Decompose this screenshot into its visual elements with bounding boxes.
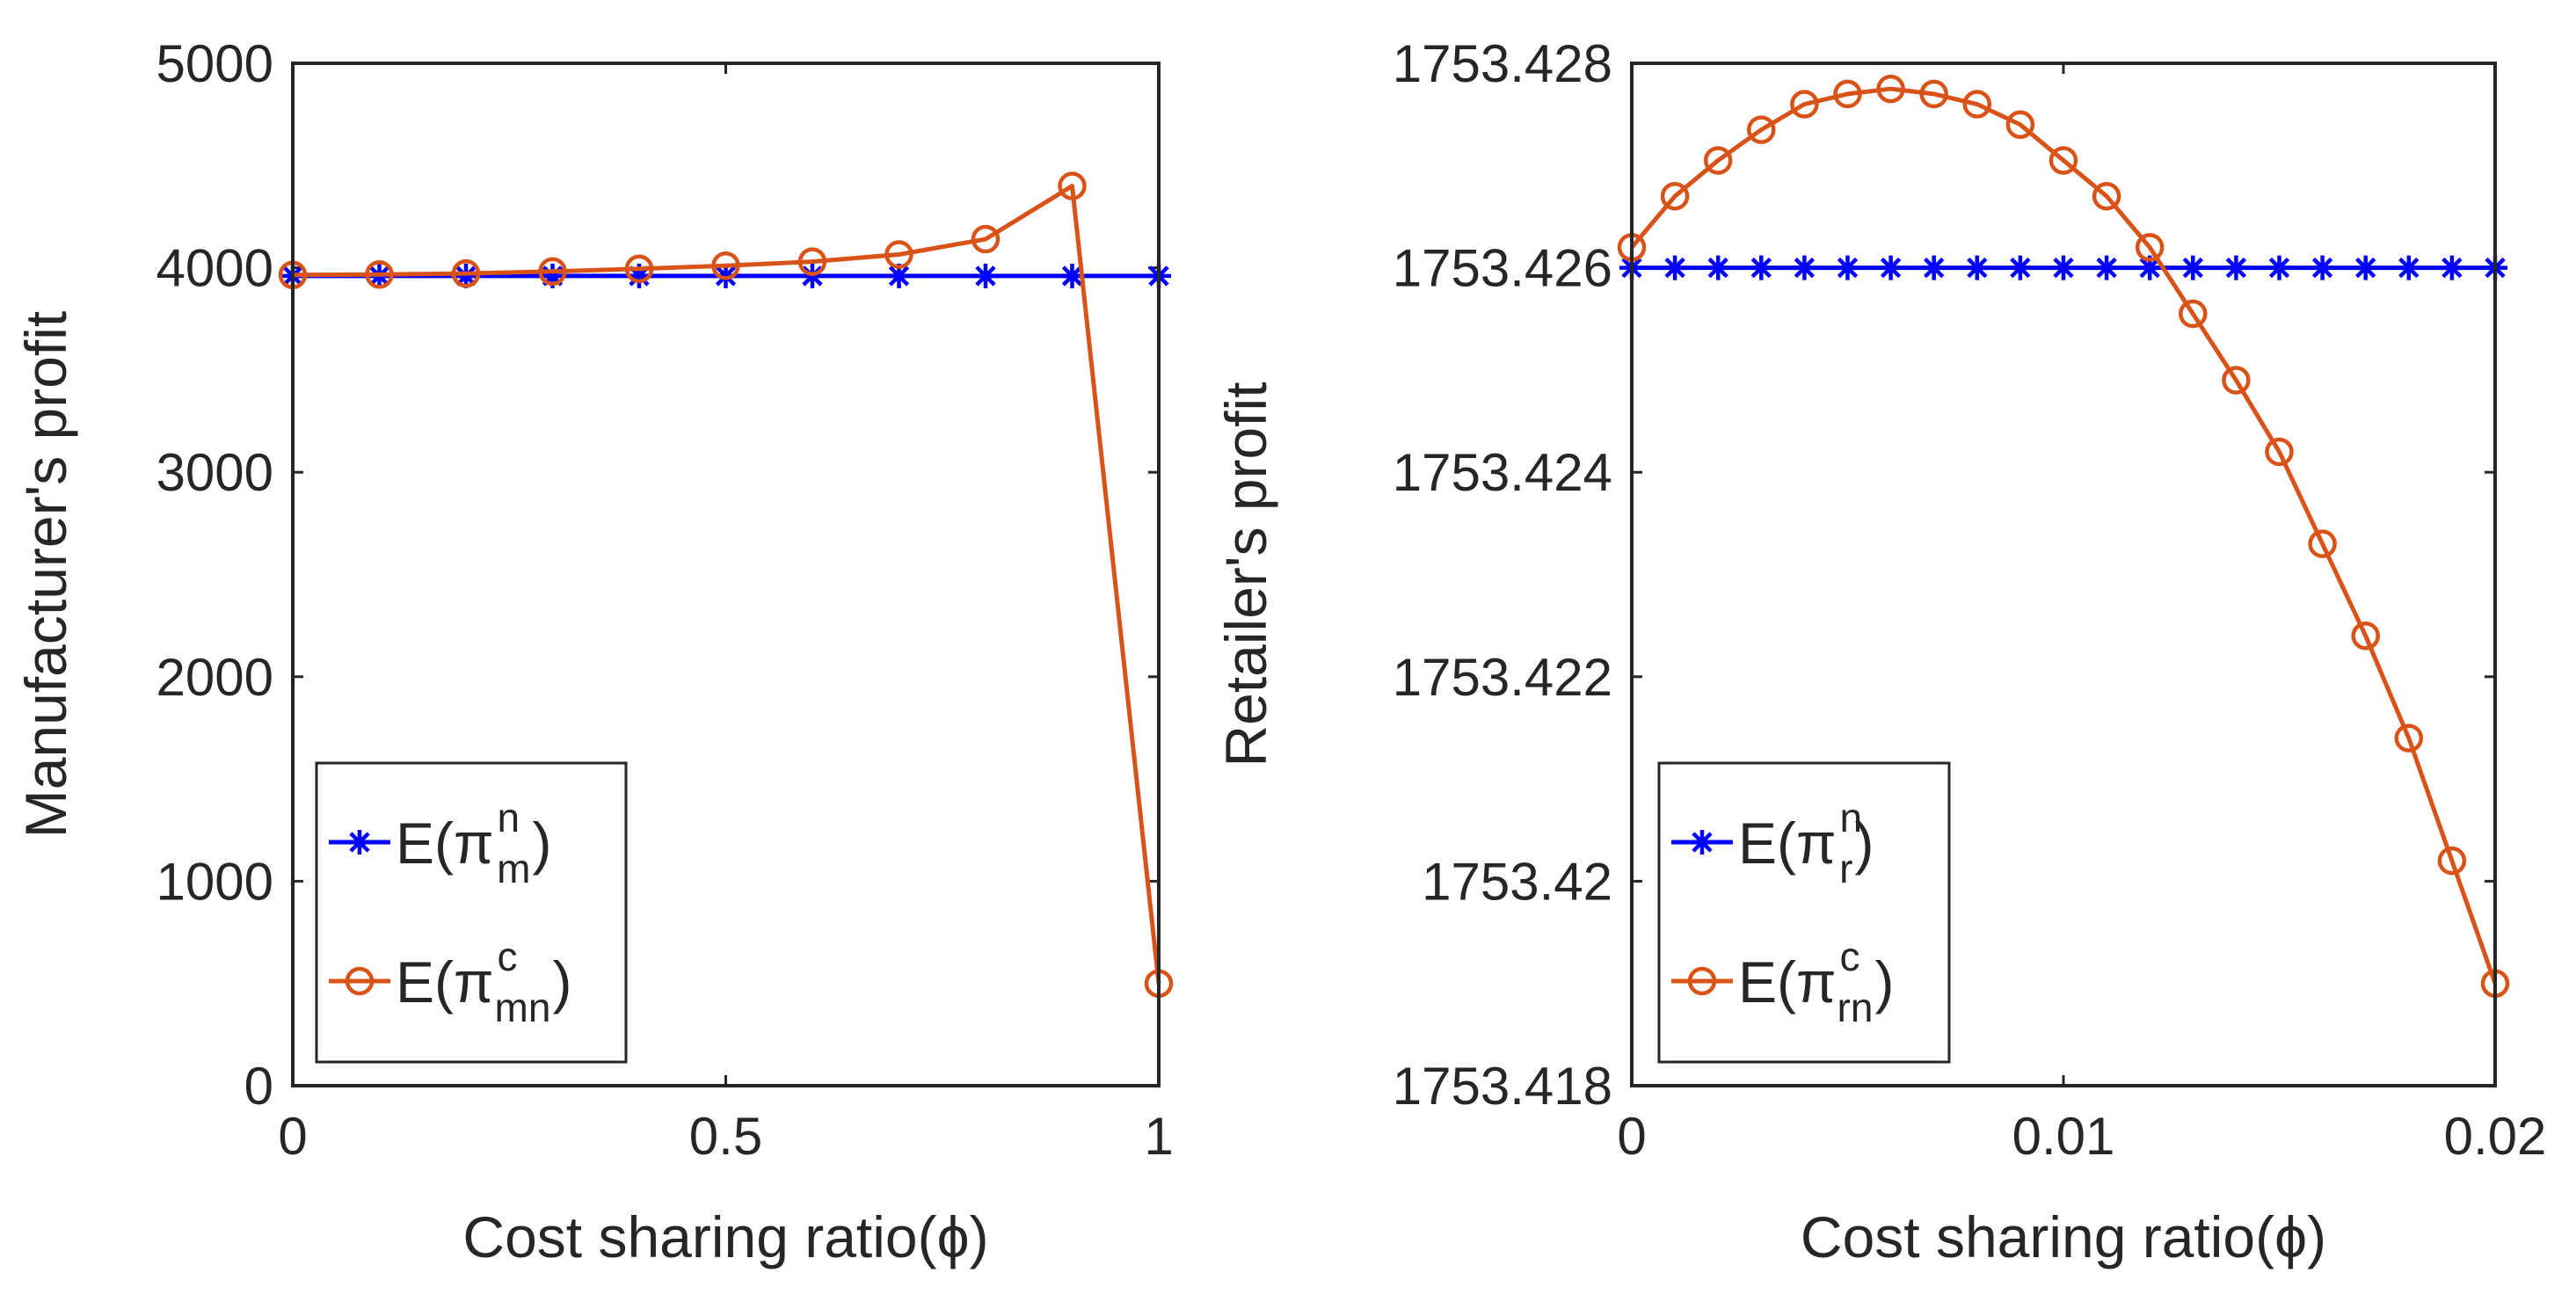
data-point bbox=[1749, 255, 1774, 280]
data-point bbox=[971, 224, 1001, 254]
data-point bbox=[1835, 255, 1860, 280]
data-point bbox=[454, 263, 478, 288]
legend-label: E(πc rn) bbox=[1738, 934, 1894, 1030]
legend-label: E(πn m) bbox=[396, 795, 551, 891]
x-tick-label: 0.02 bbox=[2444, 1107, 2547, 1166]
data-point bbox=[2437, 846, 2467, 876]
y-tick-label: 1753.422 bbox=[1393, 648, 1612, 707]
data-point bbox=[451, 258, 481, 288]
data-point bbox=[2007, 255, 2033, 280]
data-point bbox=[1964, 255, 1990, 280]
data-point bbox=[1059, 263, 1085, 288]
y-tick-label: 1753.418 bbox=[1393, 1057, 1612, 1116]
data-point bbox=[2094, 255, 2120, 280]
y-axis-label: Retailer's profit bbox=[1213, 382, 1278, 767]
series-1 bbox=[1619, 255, 2507, 280]
data-point bbox=[2135, 233, 2165, 262]
chart-panel-2: 0 0.01 0.02 1753.418 1753.42 1753.422 1753.424… bbox=[1213, 34, 2546, 1269]
x-tick-label: 0 bbox=[278, 1107, 307, 1166]
data-point bbox=[1921, 255, 1947, 280]
legend-box bbox=[315, 761, 628, 1064]
y-axis-label: Manufacturer's profit bbox=[13, 311, 78, 839]
legend: E(πn m) E(πc mn) bbox=[315, 761, 628, 1064]
x-tick-label: 0.01 bbox=[2012, 1107, 2115, 1166]
legend-label: E(πc mn) bbox=[396, 934, 571, 1030]
axes-frame bbox=[1630, 62, 2497, 1087]
data-point bbox=[2223, 255, 2249, 280]
data-point bbox=[1919, 79, 1948, 109]
x-tick-label: 0.5 bbox=[689, 1107, 762, 1166]
legend-marker bbox=[1690, 830, 1714, 854]
data-point bbox=[2353, 255, 2378, 280]
data-point bbox=[1790, 90, 1819, 119]
data-point bbox=[2137, 255, 2163, 280]
x-tick-label: 1 bbox=[1144, 1107, 1173, 1166]
data-point bbox=[713, 263, 739, 288]
data-point bbox=[538, 257, 567, 287]
data-point bbox=[2051, 255, 2076, 280]
axes-frame bbox=[291, 62, 1161, 1087]
legend-marker bbox=[347, 830, 372, 854]
y-tick-label: 3000 bbox=[156, 443, 273, 502]
data-point bbox=[2310, 255, 2335, 280]
data-point bbox=[1876, 74, 1905, 104]
data-point bbox=[1833, 79, 1862, 109]
data-point bbox=[1878, 255, 1903, 280]
legend-label: E(πn r) bbox=[1738, 795, 1874, 891]
data-point bbox=[2394, 724, 2424, 753]
y-tick-label: 0 bbox=[244, 1057, 273, 1116]
data-point bbox=[2351, 622, 2380, 651]
y-tick-label: 1000 bbox=[156, 852, 273, 911]
data-point bbox=[711, 251, 740, 280]
data-point bbox=[886, 263, 912, 288]
legend-box bbox=[1657, 761, 1951, 1064]
data-point bbox=[800, 263, 825, 288]
data-point bbox=[624, 254, 654, 284]
data-point bbox=[1058, 171, 1087, 200]
y-tick-label: 5000 bbox=[156, 34, 273, 93]
legend-marker bbox=[345, 966, 375, 996]
data-point bbox=[1703, 146, 1733, 175]
data-point bbox=[1660, 181, 1690, 211]
data-point bbox=[1706, 255, 1731, 280]
y-tick-label: 1753.426 bbox=[1393, 239, 1612, 298]
data-point bbox=[2005, 110, 2035, 140]
data-point bbox=[2396, 255, 2421, 280]
data-point bbox=[2179, 299, 2208, 329]
data-point bbox=[540, 263, 565, 288]
series-line bbox=[1630, 86, 2498, 985]
data-point bbox=[1962, 90, 1992, 119]
data-point bbox=[365, 260, 394, 289]
data-point bbox=[973, 263, 998, 288]
data-point bbox=[2308, 529, 2337, 558]
data-point bbox=[797, 247, 827, 276]
y-tick-label: 1753.424 bbox=[1393, 443, 1612, 502]
series-line bbox=[292, 184, 1161, 984]
data-point bbox=[2180, 255, 2206, 280]
data-point bbox=[884, 240, 913, 269]
data-point bbox=[2092, 181, 2121, 211]
y-tick-label: 1753.42 bbox=[1422, 852, 1612, 911]
legend-marker bbox=[1687, 966, 1717, 996]
x-axis-label: Cost sharing ratio(ϕ) bbox=[462, 1204, 988, 1269]
x-axis-label: Cost sharing ratio(ϕ) bbox=[1801, 1204, 2326, 1269]
legend: E(πn r) E(πc rn) bbox=[1657, 761, 1951, 1064]
y-tick-label: 1753.428 bbox=[1393, 34, 1612, 93]
data-point bbox=[2439, 255, 2464, 280]
chart-panel-1: 0 0.5 1 0 1000 2000 3000 4000 5000 Cost sharing r… bbox=[13, 34, 1174, 1269]
y-tick-label: 4000 bbox=[156, 239, 273, 298]
y-tick-label: 2000 bbox=[156, 648, 273, 707]
x-tick-label: 0 bbox=[1617, 1107, 1646, 1166]
data-point bbox=[2265, 437, 2294, 467]
data-point bbox=[2048, 146, 2078, 175]
data-point bbox=[1792, 255, 1817, 280]
data-point bbox=[2267, 255, 2292, 280]
data-point bbox=[2222, 366, 2251, 395]
data-point bbox=[1747, 115, 1776, 144]
data-point bbox=[1663, 255, 1688, 280]
data-point bbox=[627, 263, 651, 288]
